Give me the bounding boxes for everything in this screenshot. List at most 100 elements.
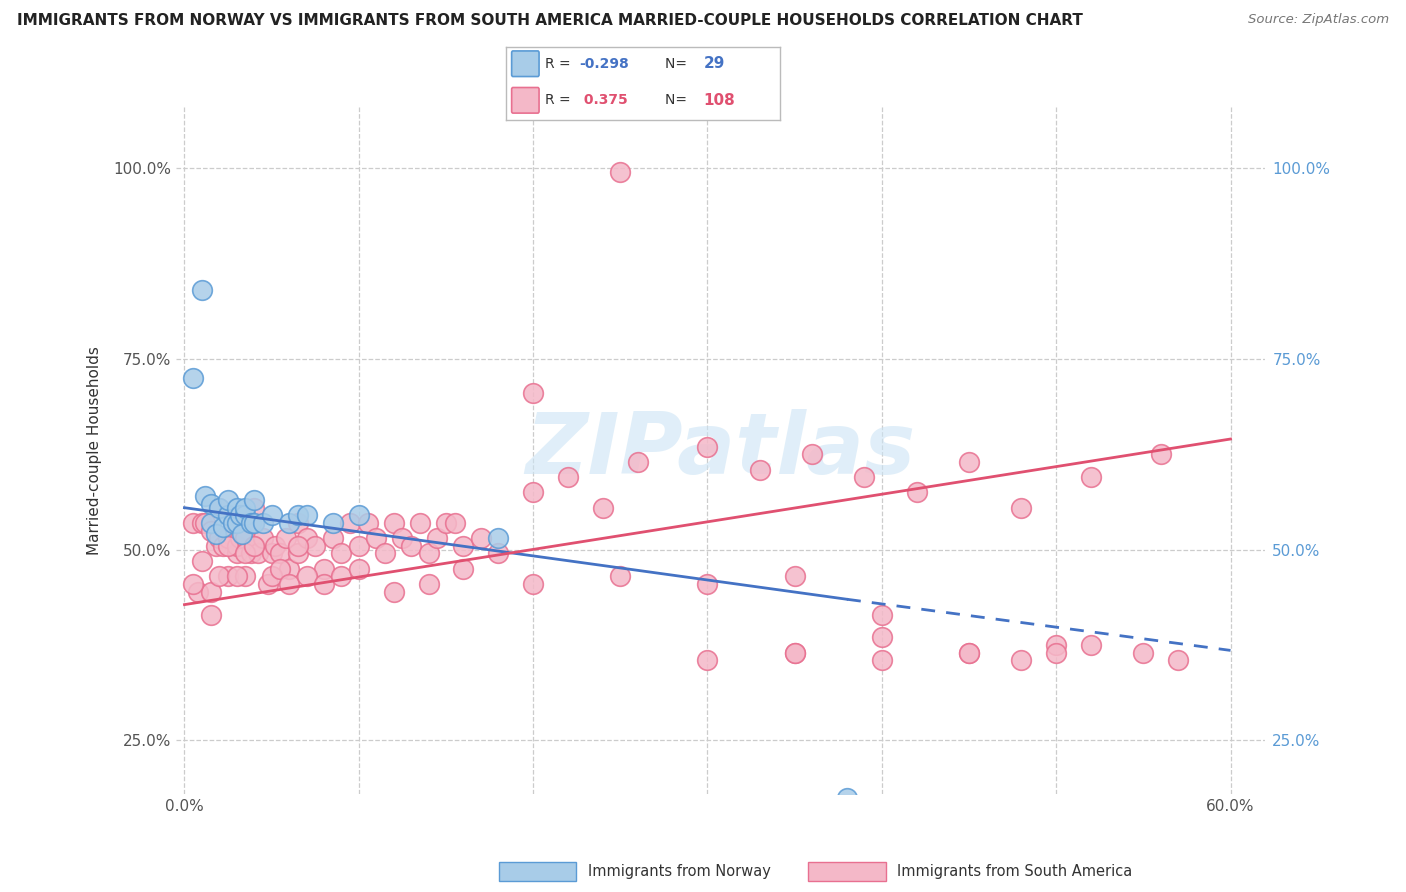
Point xyxy=(225,516,247,530)
Point xyxy=(257,577,280,591)
Point xyxy=(222,516,245,530)
Point xyxy=(295,531,318,545)
Point xyxy=(347,508,370,523)
Point xyxy=(696,440,718,454)
Point xyxy=(322,516,344,530)
Point xyxy=(225,546,247,561)
Point xyxy=(225,500,247,515)
Text: Immigrants from South America: Immigrants from South America xyxy=(897,864,1132,879)
Point xyxy=(522,485,544,500)
Point xyxy=(374,546,396,561)
Point xyxy=(191,516,214,530)
Point xyxy=(486,546,509,561)
Point xyxy=(208,500,231,515)
Point xyxy=(1167,653,1189,667)
Point xyxy=(217,539,239,553)
Point xyxy=(208,569,231,583)
Point xyxy=(696,653,718,667)
Point xyxy=(222,516,245,530)
Point xyxy=(957,646,980,660)
Point xyxy=(409,516,432,530)
Text: ZIPatlas: ZIPatlas xyxy=(526,409,915,492)
Point xyxy=(696,577,718,591)
Point xyxy=(235,531,257,545)
Point xyxy=(287,546,309,561)
Point xyxy=(274,531,297,545)
Point xyxy=(748,462,770,476)
Point xyxy=(522,577,544,591)
Point xyxy=(187,584,209,599)
Point xyxy=(229,531,252,545)
Point xyxy=(592,500,614,515)
Point xyxy=(205,527,228,541)
Point xyxy=(239,546,262,561)
Point xyxy=(853,470,876,484)
Point xyxy=(243,539,266,553)
Point xyxy=(229,508,252,523)
Point xyxy=(235,546,257,561)
Point xyxy=(239,516,262,530)
Point xyxy=(1045,646,1067,660)
Point xyxy=(434,516,457,530)
Point xyxy=(252,531,274,545)
FancyBboxPatch shape xyxy=(512,87,538,113)
Point xyxy=(235,508,257,523)
Point xyxy=(801,447,824,461)
Point xyxy=(870,607,893,622)
Point xyxy=(627,455,650,469)
Point xyxy=(243,493,266,508)
Point xyxy=(295,508,318,523)
Point xyxy=(200,516,222,530)
Point xyxy=(278,577,301,591)
Point xyxy=(260,508,283,523)
Point xyxy=(181,577,204,591)
Point xyxy=(217,508,239,523)
Text: 0.375: 0.375 xyxy=(579,94,627,107)
Text: 29: 29 xyxy=(703,56,725,71)
Point xyxy=(235,500,257,515)
Point xyxy=(194,516,217,530)
Point xyxy=(287,508,309,523)
Point xyxy=(453,562,475,576)
Point xyxy=(312,562,335,576)
Point xyxy=(1010,653,1032,667)
Point xyxy=(1150,447,1173,461)
Point xyxy=(347,562,370,576)
Point xyxy=(260,569,283,583)
Point xyxy=(609,569,631,583)
Point xyxy=(231,527,253,541)
Point xyxy=(1010,500,1032,515)
Point xyxy=(1132,646,1154,660)
Text: IMMIGRANTS FROM NORWAY VS IMMIGRANTS FROM SOUTH AMERICA MARRIED-COUPLE HOUSEHOLD: IMMIGRANTS FROM NORWAY VS IMMIGRANTS FRO… xyxy=(17,13,1083,29)
Point xyxy=(453,539,475,553)
Point xyxy=(330,569,353,583)
Point xyxy=(278,562,301,576)
Point xyxy=(557,470,579,484)
Point xyxy=(486,531,509,545)
Point xyxy=(322,531,344,545)
Point xyxy=(191,283,214,297)
Point xyxy=(200,607,222,622)
Point xyxy=(243,500,266,515)
Text: R =: R = xyxy=(544,94,575,107)
Point xyxy=(382,584,405,599)
Point xyxy=(264,539,287,553)
Point xyxy=(312,577,335,591)
Point xyxy=(200,584,222,599)
Point xyxy=(1045,638,1067,652)
Point xyxy=(382,516,405,530)
Point xyxy=(339,516,361,530)
Point xyxy=(399,539,422,553)
Point xyxy=(260,546,283,561)
Point xyxy=(366,531,388,545)
Point xyxy=(269,562,291,576)
Point xyxy=(957,455,980,469)
Point xyxy=(783,569,806,583)
Point xyxy=(243,539,266,553)
Text: Immigrants from Norway: Immigrants from Norway xyxy=(588,864,770,879)
Point xyxy=(783,646,806,660)
Point xyxy=(609,165,631,179)
Point xyxy=(208,500,231,515)
Point xyxy=(905,485,928,500)
Text: Source: ZipAtlas.com: Source: ZipAtlas.com xyxy=(1249,13,1389,27)
